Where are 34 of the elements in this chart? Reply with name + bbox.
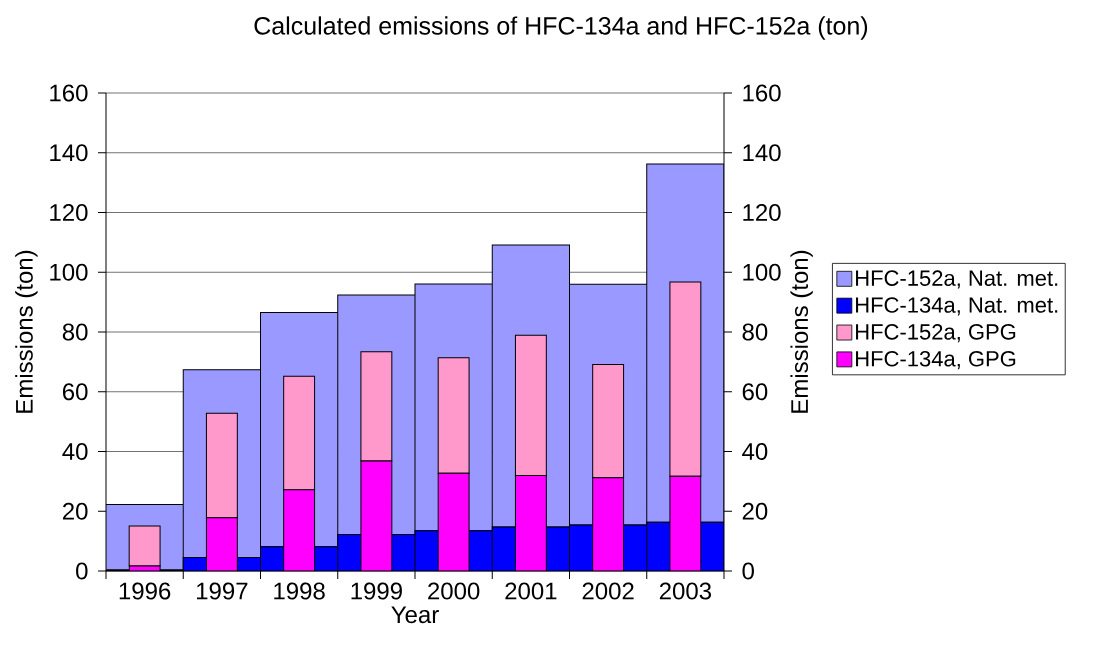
legend-label: HFC-134a, GPG (856, 350, 1016, 370)
x-tick-label: 1999 (351, 582, 402, 600)
y-tick-label: 160 (50, 84, 88, 102)
y2-tick-label: 0 (742, 562, 754, 580)
x-tick-label: 2002 (582, 582, 634, 600)
x-tick-label: 1997 (197, 582, 248, 600)
y-tick-label: 60 (63, 383, 88, 401)
y-tick-label: 140 (50, 144, 88, 162)
y2-tick-label: 60 (742, 383, 768, 401)
legend-label: HFC-134a, Nat. met. (856, 297, 1058, 316)
y2-axis-title: Emissions (ton) (790, 250, 813, 413)
legend-label: HFC-152a, GPG (856, 324, 1016, 343)
x-tick-label: 1998 (274, 582, 325, 600)
y-tick-label: 120 (50, 204, 88, 221)
y2-tick-label: 40 (742, 443, 768, 460)
y-tick-label: 40 (62, 443, 88, 460)
y-axis-title: Emissions (ton) (15, 250, 38, 413)
y-tick-label: 0 (76, 562, 88, 580)
x-tick-label: 2003 (659, 582, 712, 600)
y2-tick-label: 20 (742, 502, 768, 520)
x-tick-label: 2000 (428, 582, 480, 600)
y-tick-label: 80 (62, 323, 88, 341)
x-tick-label: 1996 (119, 582, 171, 600)
y2-tick-label: 140 (743, 144, 781, 162)
x-tick-label: 2001 (505, 582, 557, 600)
y-tick-label: 100 (50, 263, 88, 281)
y-tick-label: 20 (62, 502, 88, 520)
y2-tick-label: 80 (742, 323, 768, 341)
y2-tick-label: 100 (743, 263, 781, 281)
x-axis-title: Year (391, 606, 439, 624)
y2-tick-label: 120 (743, 204, 781, 221)
legend-label: HFC-152a, Nat. met. (856, 270, 1058, 289)
chart-title: Calculated emissions of HFC-134a and HFC-152a (ton) (254, 16, 868, 40)
y2-tick-label: 160 (743, 84, 781, 102)
